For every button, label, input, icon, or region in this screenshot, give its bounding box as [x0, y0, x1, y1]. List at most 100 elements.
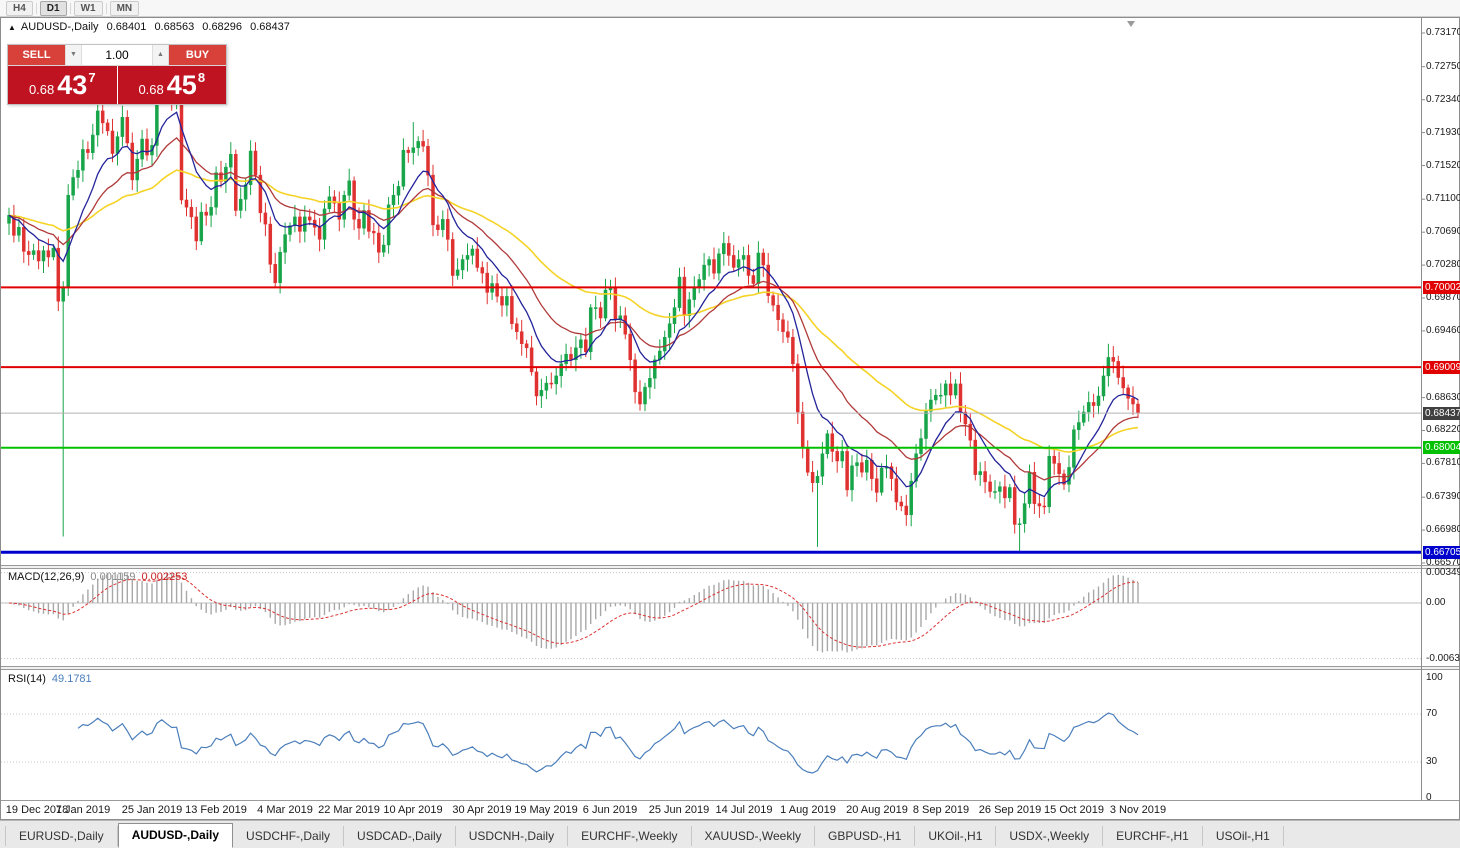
ask-price-sup: 8 — [197, 69, 206, 85]
rsi-axis-tick: 0 — [1426, 792, 1432, 803]
date-label: 15 Oct 2019 — [1044, 804, 1104, 816]
macd-value-main: 0.001159 — [90, 571, 136, 583]
chart-tab-eurchf-h1[interactable]: EURCHF-,H1 — [1103, 826, 1203, 846]
y-axis-tick: 0.72750 — [1426, 61, 1460, 72]
chart-tab-usdchf-daily[interactable]: USDCHF-,Daily — [233, 826, 345, 846]
timeframe-toolbar: H4 D1 W1 MN — [0, 0, 1460, 17]
macd-axis-tick: 0.00 — [1426, 597, 1446, 608]
symbol-ohlc-line: ▲ AUDUSD-,Daily 0.68401 0.68563 0.68296 0… — [8, 21, 295, 33]
chart-tab-ukoil-h1[interactable]: UKOil-,H1 — [915, 826, 997, 846]
symbol-name: AUDUSD-,Daily — [20, 21, 99, 33]
date-label: 8 Sep 2019 — [912, 804, 970, 816]
ohlc-high: 0.68563 — [154, 21, 195, 33]
date-label: 20 Aug 2019 — [846, 804, 908, 816]
y-axis-tick: 0.69460 — [1426, 325, 1460, 336]
y-axis-tick: 0.66570 — [1426, 557, 1460, 568]
y-axis-tick: 0.68220 — [1426, 424, 1460, 435]
timeframe-button-d1[interactable]: D1 — [39, 0, 67, 16]
chart-tab-eurchf-weekly[interactable]: EURCHF-,Weekly — [568, 826, 692, 846]
chart-tab-usoil-h1[interactable]: USOil-,H1 — [1203, 826, 1284, 846]
chart-window: ▲ AUDUSD-,Daily 0.68401 0.68563 0.68296 0… — [0, 17, 1460, 820]
date-label: 4 Mar 2019 — [257, 804, 313, 816]
toolbar-separator — [105, 2, 107, 14]
y-axis-tick: 0.71100 — [1426, 193, 1460, 204]
date-label: 19 Dec 2018 — [5, 804, 69, 816]
timeframe-button-w1[interactable]: W1 — [73, 0, 103, 16]
chart-tab-bar: EURUSD-,Daily AUDUSD-,Daily USDCHF-,Daily U… — [0, 820, 1460, 848]
ask-price-prefix: 0.68 — [138, 81, 164, 97]
y-axis-tick: 0.69870 — [1426, 292, 1460, 303]
y-axis-tick: 0.71520 — [1426, 160, 1460, 171]
ask-price-big: 45 — [166, 70, 197, 100]
rsi-header: RSI(14) 49.1781 — [8, 673, 92, 685]
price-level-label: 0.69009 — [1423, 361, 1460, 374]
lot-size-input[interactable] — [82, 45, 152, 65]
ohlc-open: 0.68401 — [106, 21, 147, 33]
price-level-label: 0.70002 — [1423, 281, 1460, 294]
date-label: 26 Sep 2019 — [978, 804, 1042, 816]
chart-tab-usdcad-daily[interactable]: USDCAD-,Daily — [344, 826, 456, 846]
rsi-axis-tick: 70 — [1426, 708, 1438, 719]
macd-title: MACD(12,26,9) — [8, 571, 85, 583]
ohlc-close: 0.68437 — [250, 21, 290, 33]
chart-tab-gbpusd-h1[interactable]: GBPUSD-,H1 — [815, 826, 916, 846]
y-axis-tick: 0.71930 — [1426, 127, 1460, 138]
chart-tab-eurusd-daily[interactable]: EURUSD-,Daily — [5, 826, 118, 846]
price-level-label: 0.66705 — [1423, 546, 1460, 559]
rsi-axis-tick: 30 — [1426, 756, 1438, 767]
price-chart-canvas[interactable] — [1, 18, 1459, 819]
date-label: 7 Jan 2019 — [55, 804, 111, 816]
chart-tab-audusd-daily[interactable]: AUDUSD-,Daily — [117, 823, 234, 848]
date-label: 25 Jun 2019 — [648, 804, 710, 816]
price-level-label: 0.68437 — [1423, 407, 1460, 420]
timeframe-buttons-group: H4 D1 W1 MN — [6, 0, 142, 16]
lot-increase-button[interactable]: ▲ — [152, 45, 169, 65]
lot-decrease-button[interactable]: ▼ — [65, 45, 82, 65]
date-label: 10 Apr 2019 — [383, 804, 443, 816]
y-axis-tick: 0.70280 — [1426, 259, 1460, 270]
macd-axis-tick: -0.00637 — [1426, 653, 1460, 664]
rsi-title: RSI(14) — [8, 673, 46, 685]
y-axis-tick: 0.67390 — [1426, 491, 1460, 502]
chart-tab-xauusd-weekly[interactable]: XAUUSD-,Weekly — [692, 826, 815, 846]
date-label: 30 Apr 2019 — [452, 804, 512, 816]
buy-button[interactable]: BUY — [169, 45, 226, 65]
bid-price-tile[interactable]: 0.68 43 7 — [8, 66, 117, 104]
date-label: 14 Jul 2019 — [715, 804, 773, 816]
toolbar-separator — [35, 2, 37, 14]
date-label: 22 Mar 2019 — [318, 804, 380, 816]
y-axis-tick: 0.70690 — [1426, 226, 1460, 237]
ohlc-low: 0.68296 — [202, 21, 243, 33]
sell-button[interactable]: SELL — [8, 45, 65, 65]
toolbar-separator — [69, 2, 71, 14]
macd-header: MACD(12,26,9) 0.001159 0.002253 — [8, 571, 187, 583]
chart-tab-usdcnh-daily[interactable]: USDCNH-,Daily — [456, 826, 569, 846]
date-label: 3 Nov 2019 — [1109, 804, 1167, 816]
date-label: 19 May 2019 — [514, 804, 578, 816]
ask-price-tile[interactable]: 0.68 45 8 — [117, 66, 226, 104]
symbol-arrow-icon: ▲ — [8, 23, 16, 32]
y-axis-tick: 0.72340 — [1426, 94, 1460, 105]
bid-price-sup: 7 — [88, 69, 96, 85]
y-axis-tick: 0.66980 — [1426, 524, 1460, 535]
bid-price-big: 43 — [57, 70, 88, 100]
timeframe-button-mn[interactable]: MN — [109, 0, 140, 16]
chart-tab-usdx-weekly[interactable]: USDX-,Weekly — [996, 826, 1104, 846]
date-label: 25 Jan 2019 — [121, 804, 183, 816]
macd-axis-tick: 0.00349 — [1426, 567, 1460, 578]
y-axis-tick: 0.73170 — [1426, 27, 1460, 38]
rsi-value: 49.1781 — [51, 673, 92, 685]
y-axis-tick: 0.68630 — [1426, 392, 1460, 403]
date-label: 1 Aug 2019 — [780, 804, 836, 816]
date-label: 13 Feb 2019 — [185, 804, 247, 816]
chart-shift-marker-icon[interactable] — [1127, 21, 1135, 27]
rsi-axis-tick: 100 — [1426, 672, 1443, 683]
price-level-label: 0.68004 — [1423, 441, 1460, 454]
y-axis-tick: 0.67810 — [1426, 457, 1460, 468]
macd-value-signal: 0.002253 — [141, 571, 188, 583]
timeframe-button-h4[interactable]: H4 — [6, 0, 33, 16]
bid-price-prefix: 0.68 — [28, 81, 55, 97]
date-label: 6 Jun 2019 — [582, 804, 638, 816]
